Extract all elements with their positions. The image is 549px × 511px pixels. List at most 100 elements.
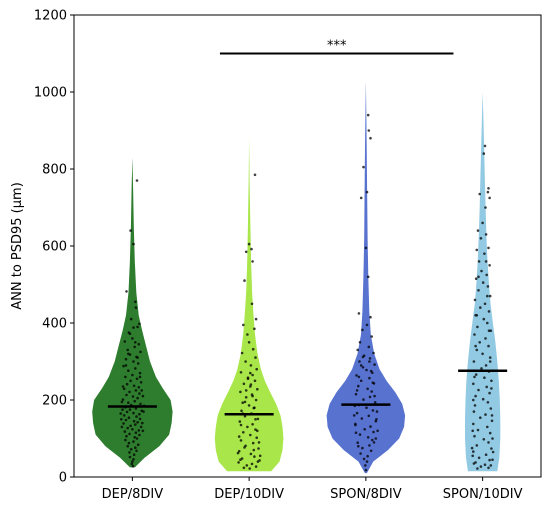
data-point: [242, 382, 246, 386]
x-tick-label: DEP/8DIV: [102, 487, 164, 502]
significance-label: ***: [327, 39, 347, 54]
data-point: [123, 430, 127, 433]
data-point: [374, 437, 378, 440]
data-point: [369, 449, 373, 453]
data-point: [133, 436, 136, 439]
y-tick-label: 400: [42, 317, 67, 332]
data-point: [256, 417, 260, 421]
data-point: [488, 294, 492, 298]
data-point: [141, 429, 145, 433]
data-point: [486, 294, 489, 298]
data-point: [139, 350, 142, 354]
data-point: [367, 414, 371, 418]
data-point: [258, 454, 262, 458]
data-point: [362, 165, 365, 169]
data-point: [352, 414, 356, 417]
data-point: [124, 418, 128, 422]
data-point: [244, 250, 248, 254]
data-point: [136, 421, 139, 424]
data-point: [365, 460, 369, 463]
data-point: [376, 429, 379, 433]
violin-dep-8div: [92, 157, 173, 468]
data-point: [127, 441, 131, 445]
data-point: [246, 377, 250, 381]
data-point: [237, 461, 240, 464]
data-point: [239, 371, 243, 374]
data-point: [375, 410, 379, 413]
data-point: [375, 418, 378, 421]
data-point: [135, 449, 138, 453]
data-point: [484, 453, 488, 457]
data-point: [366, 387, 369, 391]
data-point: [253, 455, 256, 458]
data-point: [138, 375, 142, 379]
data-point: [365, 190, 369, 194]
data-point: [129, 448, 133, 451]
data-point: [362, 457, 366, 461]
data-point: [361, 355, 365, 359]
data-point: [364, 464, 367, 467]
data-point: [359, 196, 363, 200]
data-point: [359, 379, 363, 383]
data-point: [249, 371, 252, 375]
x-tick-label: SPON/8DIV: [330, 487, 402, 502]
data-point: [486, 425, 489, 429]
data-point: [255, 436, 258, 440]
data-point: [256, 460, 260, 463]
data-point: [251, 260, 254, 263]
data-point: [483, 144, 487, 148]
data-point: [131, 395, 135, 398]
data-point: [366, 454, 369, 458]
data-point: [243, 446, 246, 449]
data-point: [487, 187, 490, 190]
data-point: [479, 465, 483, 468]
data-point: [122, 364, 125, 368]
data-point: [476, 325, 479, 329]
data-point: [368, 360, 371, 363]
data-point: [247, 242, 251, 246]
data-point: [373, 363, 376, 366]
data-point: [491, 458, 494, 462]
data-point: [136, 356, 139, 359]
data-point: [136, 443, 140, 447]
data-point: [129, 424, 132, 428]
data-point: [373, 401, 377, 404]
axes: 0 200 400 600 800 1000 1200 DEP/8DIV DEP/10DIV SP…: [34, 9, 542, 502]
data-point: [474, 344, 477, 348]
data-point: [472, 410, 476, 413]
data-point: [125, 410, 129, 414]
data-point: [481, 397, 485, 401]
data-point: [470, 446, 474, 450]
data-point: [137, 429, 141, 432]
data-point: [253, 379, 257, 383]
data-point: [484, 260, 488, 263]
data-point: [478, 192, 482, 196]
data-point: [128, 432, 131, 436]
data-point: [238, 420, 242, 423]
data-point: [134, 446, 137, 450]
data-point: [472, 360, 476, 363]
data-point: [368, 395, 372, 399]
data-point: [138, 412, 141, 416]
median-lines: [107, 369, 508, 416]
data-point: [369, 425, 372, 428]
data-point: [359, 364, 363, 367]
data-point: [249, 433, 252, 437]
data-point: [357, 444, 360, 448]
data-point: [255, 387, 259, 391]
data-point: [473, 404, 477, 407]
data-point: [133, 399, 136, 403]
x-tick-label: DEP/10DIV: [214, 487, 284, 502]
data-point: [478, 341, 482, 344]
data-point: [482, 317, 486, 321]
data-point: [131, 460, 134, 463]
data-point: [239, 390, 242, 394]
data-point: [126, 444, 129, 448]
data-point: [366, 275, 370, 279]
data-point: [134, 407, 138, 410]
data-point: [252, 448, 256, 452]
data-point: [134, 367, 137, 370]
data-point: [127, 401, 130, 405]
data-point: [482, 438, 486, 441]
